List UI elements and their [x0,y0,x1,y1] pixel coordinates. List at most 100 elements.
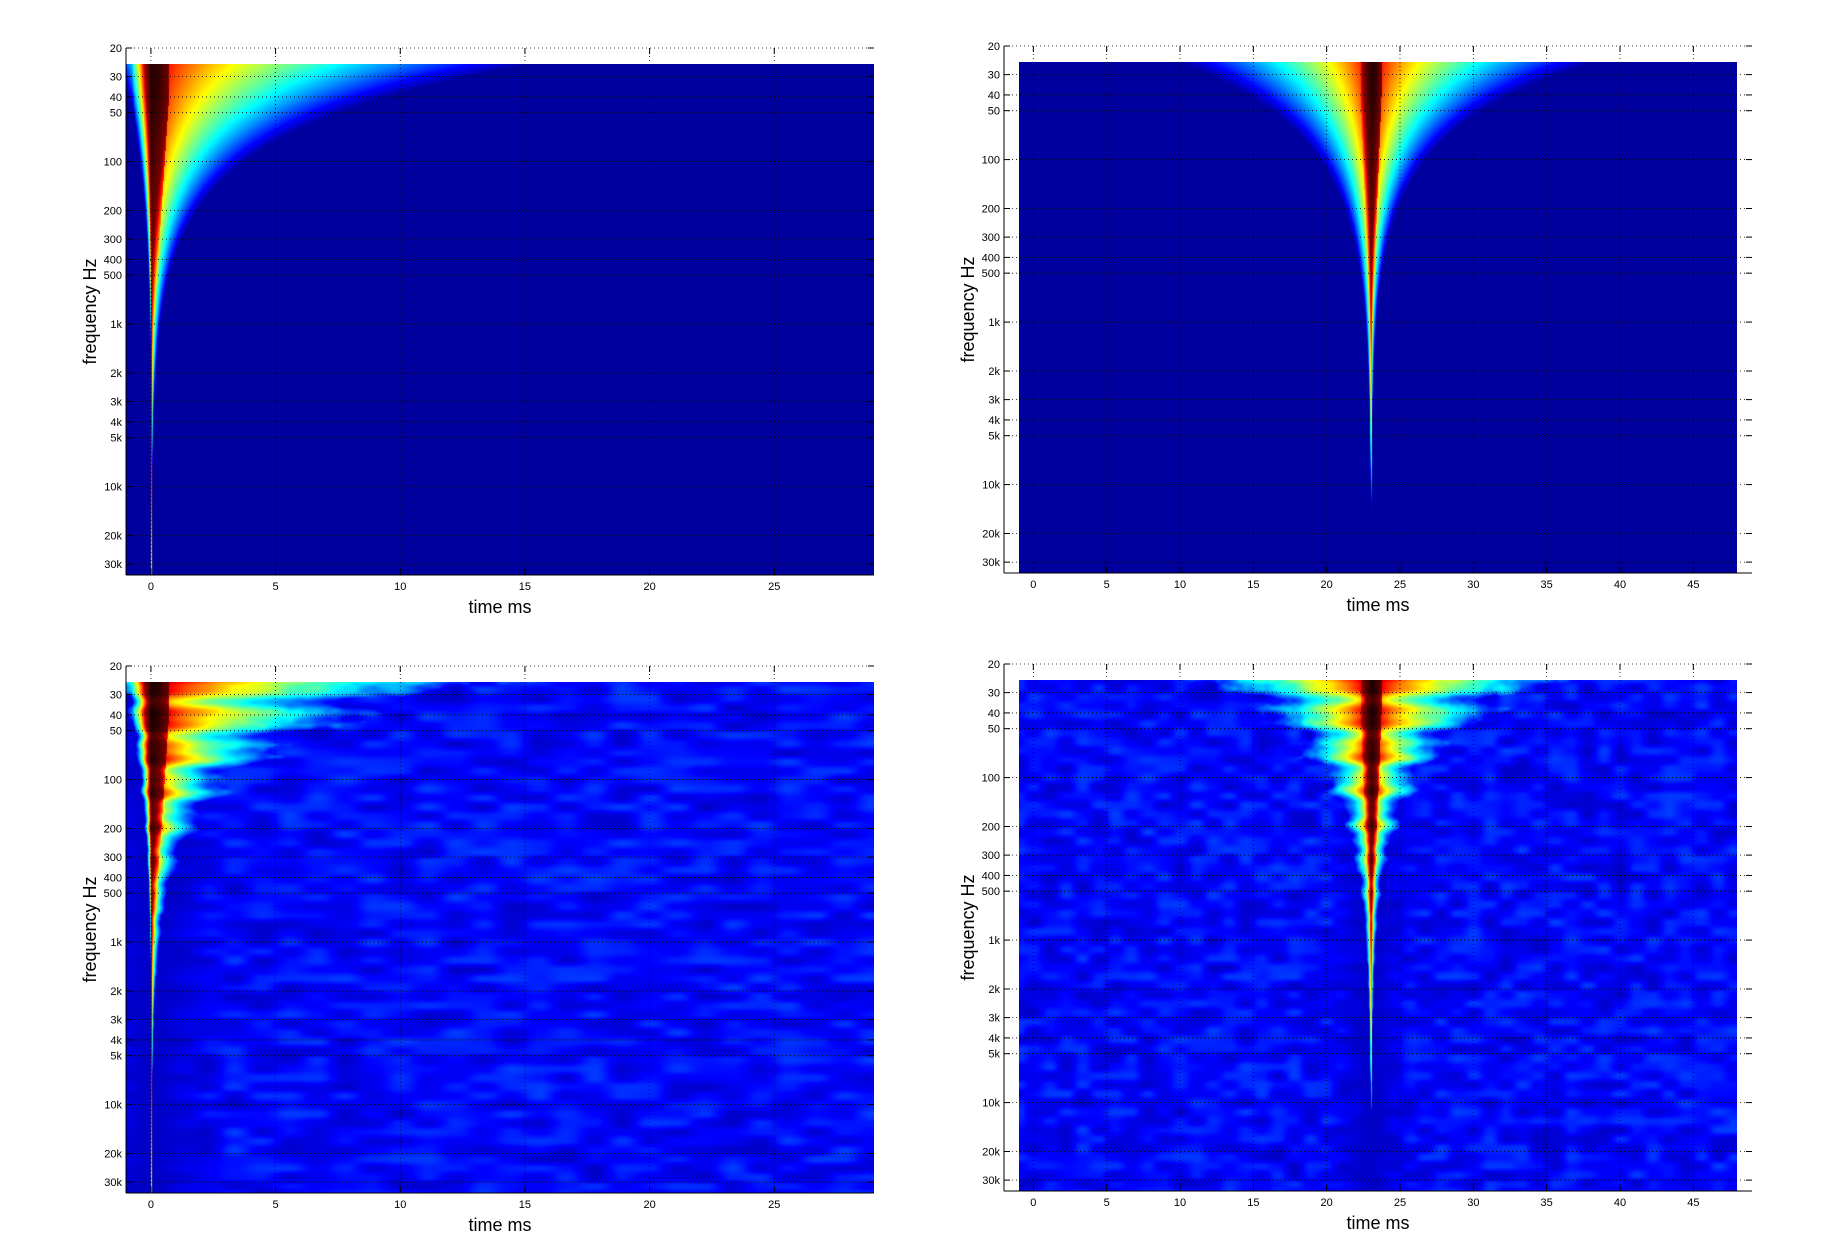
x-tick-label: 40 [1614,579,1626,591]
x-tick-label: 5 [1104,579,1110,591]
x-tick-label: 20 [1321,1197,1333,1209]
y-tick-label: 300 [982,232,1000,244]
y-tick-label: 2k [988,984,1000,996]
y-tick-label: 20 [988,41,1000,53]
y-tick-label: 10k [104,1100,122,1112]
y-tick-label: 3k [110,397,122,409]
y-tick-label: 50 [110,108,122,120]
y-tick-label: 2k [110,368,122,380]
x-tick-label: 25 [1394,1197,1406,1209]
y-tick-label: 50 [988,106,1000,118]
spectrogram-panel-4: 203040501002003004005001k2k3k4k5k10k20k3… [958,659,1752,1233]
x-tick-label: 45 [1687,1197,1699,1209]
y-tick-label: 20k [104,1149,122,1161]
x-axis-label: time ms [1347,1213,1410,1233]
y-tick-label: 500 [982,886,1000,898]
y-tick-label: 100 [104,775,122,787]
x-tick-label: 5 [273,581,279,593]
y-tick-label: 4k [988,1033,1000,1045]
y-tick-label: 50 [988,724,1000,736]
x-tick-label: 15 [1247,1197,1259,1209]
x-tick-label: 20 [1321,579,1333,591]
x-tick-label: 0 [148,581,154,593]
y-tick-label: 40 [110,92,122,104]
y-tick-label: 300 [104,852,122,864]
x-axis-label: time ms [469,597,532,617]
y-tick-label: 4k [110,1035,122,1047]
x-tick-label: 15 [1247,579,1259,591]
y-tick-label: 4k [988,415,1000,427]
x-tick-label: 45 [1687,579,1699,591]
y-tick-label: 10k [104,482,122,494]
x-axis-label: time ms [1347,595,1410,615]
x-tick-label: 25 [1394,579,1406,591]
x-tick-label: 20 [643,581,655,593]
y-tick-label: 30 [110,690,122,702]
y-tick-label: 300 [104,234,122,246]
y-tick-label: 400 [982,252,1000,264]
y-tick-label: 5k [110,1051,122,1063]
y-tick-label: 20 [988,659,1000,671]
y-tick-label: 200 [982,822,1000,834]
x-tick-label: 0 [1030,579,1036,591]
x-tick-label: 10 [394,581,406,593]
spectrogram-panel-3: 203040501002003004005001k2k3k4k5k10k20k3… [80,661,874,1235]
x-tick-label: 5 [273,1199,279,1211]
y-tick-label: 20k [982,1147,1000,1159]
y-tick-label: 3k [110,1015,122,1027]
x-tick-label: 30 [1467,1197,1479,1209]
y-tick-label: 200 [982,204,1000,216]
x-tick-label: 10 [1174,579,1186,591]
y-tick-label: 2k [110,986,122,998]
x-tick-label: 25 [768,1199,780,1211]
y-tick-label: 500 [104,270,122,282]
x-tick-label: 35 [1541,1197,1553,1209]
y-tick-label: 300 [982,850,1000,862]
x-tick-label: 40 [1614,1197,1626,1209]
y-tick-label: 1k [988,935,1000,947]
y-axis-label: frequency Hz [80,876,100,982]
y-tick-label: 10k [982,1098,1000,1110]
spectrogram-image [126,682,874,1193]
y-tick-label: 200 [104,824,122,836]
y-tick-label: 40 [988,90,1000,102]
y-tick-label: 40 [988,708,1000,720]
y-tick-label: 4k [110,417,122,429]
y-tick-label: 40 [110,710,122,722]
y-tick-label: 5k [110,433,122,445]
y-tick-label: 30k [104,1177,122,1189]
y-tick-label: 400 [104,254,122,266]
y-tick-label: 20 [110,43,122,55]
x-tick-label: 0 [148,1199,154,1211]
y-tick-label: 400 [104,872,122,884]
x-tick-label: 35 [1541,579,1553,591]
y-tick-label: 30k [982,1175,1000,1187]
y-tick-label: 1k [988,317,1000,329]
y-axis-label: frequency Hz [80,258,100,364]
y-tick-label: 400 [982,870,1000,882]
y-tick-label: 5k [988,1049,1000,1061]
spectrogram-image [126,64,874,575]
x-tick-label: 20 [643,1199,655,1211]
y-tick-label: 3k [988,1013,1000,1025]
x-tick-label: 5 [1104,1197,1110,1209]
y-tick-label: 20 [110,661,122,673]
y-tick-label: 200 [104,206,122,218]
y-tick-label: 20k [104,531,122,543]
x-tick-label: 30 [1467,579,1479,591]
y-tick-label: 100 [982,155,1000,167]
x-tick-label: 15 [519,1199,531,1211]
y-tick-label: 500 [104,888,122,900]
x-tick-label: 10 [1174,1197,1186,1209]
y-tick-label: 10k [982,480,1000,492]
y-tick-label: 100 [104,157,122,169]
spectrogram-image [1019,62,1737,573]
y-tick-label: 500 [982,268,1000,280]
x-tick-label: 0 [1030,1197,1036,1209]
y-tick-label: 30k [104,559,122,571]
x-axis-label: time ms [469,1215,532,1235]
y-tick-label: 20k [982,529,1000,541]
spectrogram-panel-1: 203040501002003004005001k2k3k4k5k10k20k3… [80,43,874,617]
x-tick-label: 15 [519,581,531,593]
